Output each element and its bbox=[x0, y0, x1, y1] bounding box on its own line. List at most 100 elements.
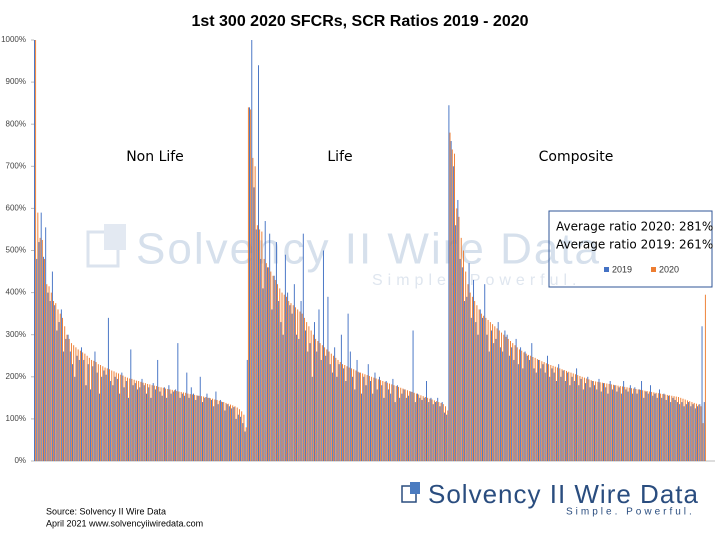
bar bbox=[549, 376, 551, 461]
bar bbox=[259, 229, 261, 461]
bar bbox=[85, 385, 87, 461]
bar bbox=[40, 212, 42, 461]
bar bbox=[545, 363, 547, 461]
bar bbox=[65, 338, 67, 461]
bar bbox=[133, 379, 135, 461]
bar bbox=[469, 292, 471, 461]
bar bbox=[59, 313, 61, 461]
bar bbox=[384, 381, 386, 461]
bar bbox=[454, 153, 455, 462]
bar bbox=[160, 387, 162, 461]
bar bbox=[306, 322, 308, 461]
bar bbox=[50, 292, 52, 461]
bar bbox=[544, 372, 546, 461]
bar bbox=[251, 40, 253, 461]
bar bbox=[385, 381, 387, 461]
bar bbox=[441, 402, 443, 461]
bar bbox=[199, 376, 201, 461]
bar bbox=[79, 350, 81, 461]
bar bbox=[622, 386, 623, 461]
bar bbox=[191, 394, 193, 461]
bar bbox=[367, 364, 369, 461]
bar bbox=[650, 385, 651, 461]
bar bbox=[342, 364, 343, 461]
bar bbox=[675, 396, 677, 461]
bar bbox=[299, 311, 301, 461]
bar bbox=[194, 394, 196, 461]
bar bbox=[246, 359, 248, 461]
logo-tagline: Simple. Powerful. bbox=[566, 507, 695, 518]
bar bbox=[632, 393, 634, 461]
bar bbox=[645, 391, 647, 461]
bar bbox=[698, 404, 700, 461]
bar bbox=[542, 364, 544, 461]
bar bbox=[550, 365, 552, 461]
bar bbox=[486, 334, 488, 461]
bar bbox=[314, 322, 315, 461]
bar bbox=[90, 389, 91, 461]
bar bbox=[697, 406, 699, 461]
bar bbox=[681, 402, 683, 461]
bar bbox=[179, 397, 181, 461]
bar bbox=[607, 393, 609, 461]
bar bbox=[445, 406, 447, 461]
bar bbox=[376, 389, 378, 461]
bar bbox=[615, 385, 617, 461]
bar bbox=[110, 381, 112, 461]
bar bbox=[252, 157, 254, 461]
bar bbox=[247, 107, 249, 462]
bar bbox=[315, 338, 317, 461]
bar bbox=[662, 394, 664, 461]
bar bbox=[611, 389, 613, 461]
bar bbox=[504, 330, 506, 461]
bar bbox=[157, 359, 159, 461]
bar bbox=[654, 393, 656, 461]
bar bbox=[151, 385, 153, 461]
bar bbox=[487, 319, 489, 461]
bar bbox=[616, 391, 618, 461]
bar bbox=[592, 381, 594, 461]
bar bbox=[38, 242, 40, 461]
bar bbox=[286, 296, 287, 461]
bar bbox=[272, 275, 274, 461]
bar bbox=[672, 397, 674, 461]
bar bbox=[321, 345, 323, 461]
y-tick-label: 800% bbox=[6, 119, 26, 128]
bar bbox=[310, 330, 312, 461]
bar bbox=[208, 397, 210, 461]
bar bbox=[639, 389, 641, 461]
y-tick-label: 600% bbox=[6, 204, 26, 213]
bar bbox=[520, 347, 522, 461]
bar bbox=[467, 284, 469, 461]
bar bbox=[558, 364, 560, 461]
bar bbox=[522, 368, 524, 461]
bar bbox=[74, 376, 76, 461]
bar bbox=[70, 343, 72, 461]
bar bbox=[371, 376, 373, 461]
bar bbox=[408, 395, 410, 461]
bar bbox=[161, 395, 163, 461]
bar bbox=[213, 406, 215, 461]
bar bbox=[641, 381, 643, 461]
bar bbox=[461, 267, 463, 461]
bar bbox=[275, 242, 277, 461]
bar bbox=[594, 385, 595, 461]
bar bbox=[335, 357, 337, 461]
bar bbox=[422, 396, 424, 461]
bar bbox=[266, 267, 268, 461]
bar bbox=[682, 398, 684, 461]
bar bbox=[338, 364, 340, 461]
bar bbox=[282, 334, 284, 461]
bar bbox=[131, 378, 133, 461]
bar bbox=[686, 400, 688, 461]
bar bbox=[279, 288, 281, 461]
bar bbox=[633, 388, 635, 461]
bar bbox=[204, 397, 206, 461]
bar bbox=[153, 385, 155, 461]
bar bbox=[324, 347, 326, 461]
group-label: Composite bbox=[539, 149, 614, 165]
bar bbox=[319, 343, 321, 461]
logo-icon bbox=[410, 482, 420, 494]
bar bbox=[339, 362, 341, 461]
bar bbox=[448, 105, 450, 461]
